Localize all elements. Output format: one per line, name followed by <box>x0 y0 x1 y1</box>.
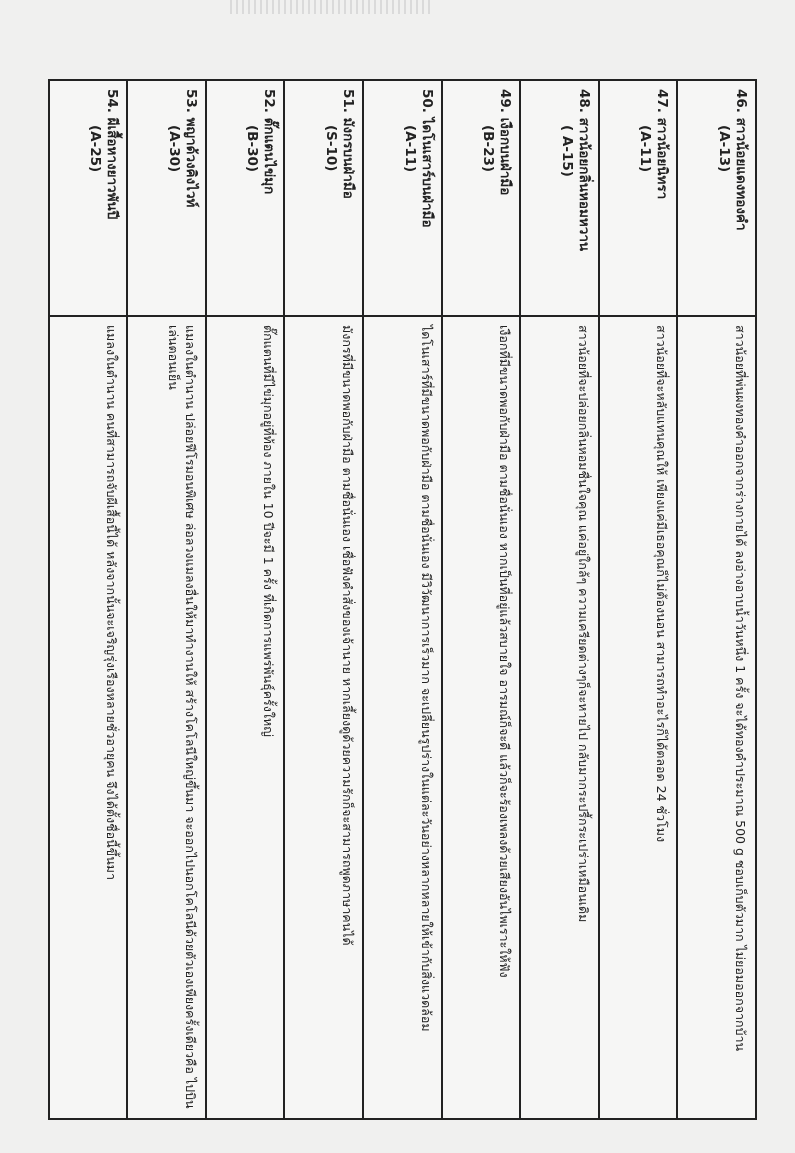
table-row: 49. เงือกบนฝ่ามือ (B-23) เงือกที่มีขนาดพอก… <box>441 80 521 1119</box>
item-description: ไดโนเสาร์ที่มีขนาดพอกับฝ่ามือ ตามชื่อนั่… <box>418 325 434 1032</box>
name-cell: 49. เงือกบนฝ่ามือ (B-23) <box>441 80 521 316</box>
item-name: ตั๊กแตนไข่มุก <box>261 117 278 195</box>
item-name: เงือกบนฝ่ามือ <box>497 117 514 196</box>
rotated-page: 46. สาวน้อยแดงทองคำ (A-13) สาวน้อยที่พ่นผง… <box>47 79 757 1120</box>
item-name: มังกรบนฝ่ามือ <box>340 117 357 199</box>
item-name: สาวน้อยแดงทองคำ <box>733 117 749 231</box>
item-name: ไดโนเสาร์บนฝ่ามือ <box>418 117 435 228</box>
item-description: แมลงในตำนาน ปล่อยฟีโรมอนพิเศษ ล่อลวงแมลง… <box>165 325 198 1109</box>
item-name: สาวน้อยกลิ่นหอมหวาน <box>575 117 592 252</box>
table-row: 54. ผีเสื้อหางยาวพันปี (A-25) แมลงในตำนาน … <box>48 80 128 1119</box>
item-code: ( A-15) <box>558 125 575 177</box>
item-name: สาวน้อยนิทรา <box>654 117 671 200</box>
item-code: (A-13) <box>716 125 732 173</box>
creature-table: 46. สาวน้อยแดงทองคำ (A-13) สาวน้อยที่พ่นผง… <box>47 79 757 1120</box>
name-cell: 46. สาวน้อยแดงทองคำ (A-13) <box>677 80 756 316</box>
item-description: สาวน้อยที่จะหลับแทนคุณให้ เพียงแค่มีเธอค… <box>654 325 670 843</box>
description-cell: ตั๊กแตนที่มีไข่มุกอยู่ที่ท้อง ภายใน 10 ป… <box>205 316 285 1119</box>
table-row: 50. ไดโนเสาร์บนฝ่ามือ (A-11) ไดโนเสาร์ที่ม… <box>363 80 442 1119</box>
item-code: (A-11) <box>401 125 418 173</box>
item-description: สาวน้อยที่พ่นผงทองคำออกจากร่างกายได้ ลงอ… <box>733 325 748 1052</box>
table-row: 46. สาวน้อยแดงทองคำ (A-13) สาวน้อยที่พ่นผง… <box>677 80 756 1119</box>
item-code: (A-25) <box>87 125 104 173</box>
item-description: แมลงในตำนาน คนที่สามารถจับผีเสื้อนี้ได้ … <box>104 325 120 881</box>
name-cell: 52. ตั๊กแตนไข่มุก (B-30) <box>205 80 285 316</box>
item-description: สาวน้อยที่จะปล่อยกลิ่นหอมชื่นใจคุณ แค่อย… <box>575 325 591 923</box>
table-row: 51. มังกรบนฝ่ามือ (S-10) มังกรที่มีขนาดพอก… <box>284 80 364 1119</box>
item-number: 51. <box>340 89 357 113</box>
item-number: 49. <box>497 89 514 113</box>
item-code: (A-11) <box>637 125 654 173</box>
description-cell: สาวน้อยที่จะปล่อยกลิ่นหอมชื่นใจคุณ แค่อย… <box>520 316 599 1119</box>
item-number: 54. <box>104 89 121 113</box>
table-row: 52. ตั๊กแตนไข่มุก (B-30) ตั๊กแตนที่มีไข่มุ… <box>205 80 285 1119</box>
item-name: พญาด้วงคิงไวท์ <box>182 117 199 208</box>
description-cell: สาวน้อยที่พ่นผงทองคำออกจากร่างกายได้ ลงอ… <box>677 316 756 1119</box>
name-cell: 53. พญาด้วงคิงไวท์ (A-30) <box>127 80 206 316</box>
name-cell: 47. สาวน้อยนิทรา (A-11) <box>598 80 678 316</box>
table-body: 46. สาวน้อยแดงทองคำ (A-13) สาวน้อยที่พ่นผง… <box>48 80 756 1119</box>
item-number: 52. <box>261 89 278 113</box>
description-cell: แมลงในตำนาน ปล่อยฟีโรมอนพิเศษ ล่อลวงแมลง… <box>127 316 206 1119</box>
item-number: 53. <box>182 89 199 113</box>
item-number: 47. <box>654 89 671 113</box>
item-number: 46. <box>733 89 749 113</box>
item-code: (B-30) <box>244 125 261 173</box>
item-description: เงือกที่มีขนาดพอกับฝ่ามือ ตามชื่อนั่นเอง… <box>497 325 513 978</box>
description-cell: สาวน้อยที่จะหลับแทนคุณให้ เพียงแค่มีเธอค… <box>598 316 678 1119</box>
item-number: 50. <box>418 89 435 113</box>
description-cell: เงือกที่มีขนาดพอกับฝ่ามือ ตามชื่อนั่นเอง… <box>441 316 521 1119</box>
description-cell: มังกรที่มีขนาดพอกับฝ่ามือ ตามชื่อนั่นเอง… <box>284 316 364 1119</box>
table-row: 48. สาวน้อยกลิ่นหอมหวาน( A-15) สาวน้อยที่… <box>520 80 599 1119</box>
item-description: ตั๊กแตนที่มีไข่มุกอยู่ที่ท้อง ภายใน 10 ป… <box>261 325 277 737</box>
name-cell: 51. มังกรบนฝ่ามือ (S-10) <box>284 80 364 316</box>
description-cell: ไดโนเสาร์ที่มีขนาดพอกับฝ่ามือ ตามชื่อนั่… <box>363 316 442 1119</box>
table-row: 53. พญาด้วงคิงไวท์ (A-30) แมลงในตำนาน ปล่อ… <box>127 80 206 1119</box>
name-cell: 48. สาวน้อยกลิ่นหอมหวาน( A-15) <box>520 80 599 316</box>
description-cell: แมลงในตำนาน คนที่สามารถจับผีเสื้อนี้ได้ … <box>48 316 128 1119</box>
item-code: (B-23) <box>480 125 497 173</box>
scan-artifact <box>230 0 430 14</box>
item-code: (A-30) <box>165 125 182 173</box>
item-code: (S-10) <box>323 125 340 172</box>
name-cell: 50. ไดโนเสาร์บนฝ่ามือ (A-11) <box>363 80 442 316</box>
item-number: 48. <box>575 89 592 113</box>
name-cell: 54. ผีเสื้อหางยาวพันปี (A-25) <box>48 80 128 316</box>
item-name: ผีเสื้อหางยาวพันปี <box>104 117 121 220</box>
table-row: 47. สาวน้อยนิทรา (A-11) สาวน้อยที่จะหลับแท… <box>598 80 678 1119</box>
item-description: มังกรที่มีขนาดพอกับฝ่ามือ ตามชื่อนั่นเอง… <box>340 325 356 946</box>
